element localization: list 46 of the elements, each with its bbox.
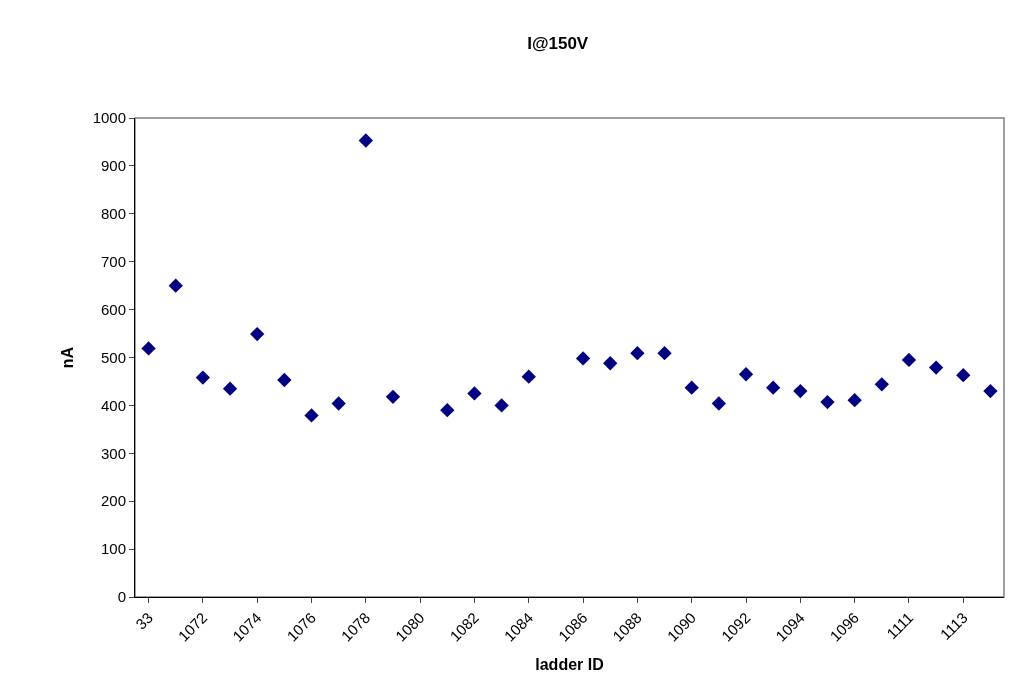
y-tick-label: 800 <box>100 205 126 223</box>
point <box>793 383 808 399</box>
x-axis-title: ladder ID <box>535 656 604 674</box>
point <box>983 383 998 399</box>
y-tick-label: 300 <box>100 444 126 462</box>
point <box>467 386 482 401</box>
chart-title: I@150V <box>527 34 589 54</box>
point <box>684 380 699 395</box>
point <box>304 408 319 423</box>
y-tick-label: 500 <box>100 348 126 366</box>
point <box>956 368 971 383</box>
y-tick-label: 400 <box>100 396 126 414</box>
point <box>630 346 645 361</box>
point <box>847 392 862 408</box>
point <box>603 356 618 371</box>
point <box>358 133 373 148</box>
point <box>820 394 835 410</box>
point <box>195 370 211 385</box>
x-tick-label: 1111 <box>883 608 917 643</box>
y-tick-label: 0 <box>117 588 126 606</box>
point <box>657 346 672 361</box>
y-tick-label: 600 <box>100 300 126 318</box>
point <box>711 396 727 411</box>
point <box>250 326 265 342</box>
point <box>521 369 536 384</box>
y-tick-label: 100 <box>100 540 126 558</box>
point <box>928 360 944 375</box>
point <box>575 351 591 366</box>
point <box>440 403 455 418</box>
point <box>766 380 781 395</box>
point <box>222 381 238 396</box>
point <box>168 278 183 293</box>
y-tick-label: 700 <box>100 252 126 270</box>
y-axis-title: nA <box>58 346 76 369</box>
point <box>874 377 889 392</box>
y-tick-label: 900 <box>100 157 126 175</box>
x-tick-label: 33 <box>132 608 156 633</box>
point <box>738 367 754 382</box>
y-tick-label: 1000 <box>92 109 126 127</box>
point <box>277 372 292 388</box>
point <box>385 389 401 404</box>
point <box>141 341 156 356</box>
point <box>331 396 346 411</box>
point <box>494 398 509 413</box>
point <box>901 352 917 368</box>
y-tick-label: 200 <box>100 492 126 510</box>
